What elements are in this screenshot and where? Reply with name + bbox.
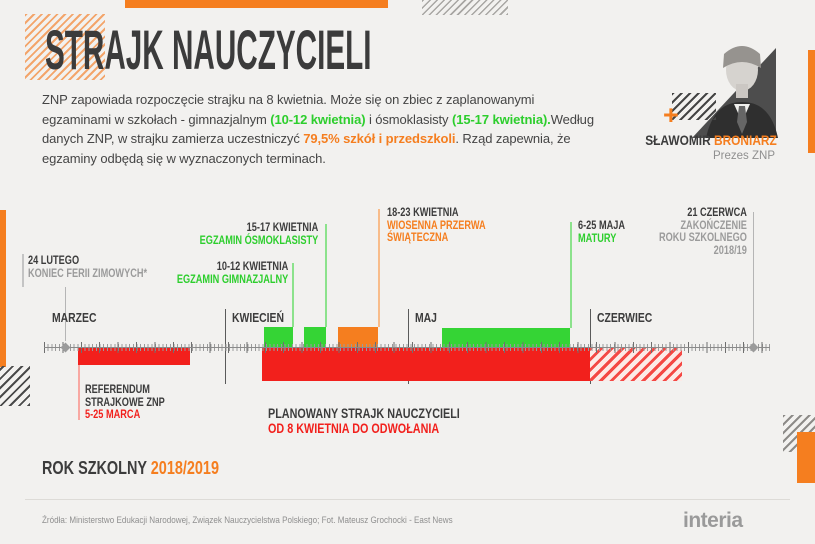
event-description-line1: ZAKOŃCZENIE [680,219,747,232]
event-date: 21 CZERWCA [687,207,747,219]
strike-label: PLANOWANY STRAJK NAUCZYCIELI OD 8 KWIETN… [268,406,460,436]
strike-line1: PLANOWANY STRAJK NAUCZYCIELI [268,406,460,421]
intro-text-4: . Rząd zapewnia, że egzaminy odbędą się … [42,131,571,166]
intro-text-1: ZNP zapowiada rozpoczęcie strajku na 8 k… [42,92,535,127]
title-hatch-decoration [25,14,105,80]
person-last-name: BRONIARZ [714,132,777,148]
event-matura: 6-25 MAJA MATURY [578,220,625,245]
winter-break-leader-line [65,287,66,341]
photo-hatch-decoration [672,93,716,120]
school-year-label: ROK SZKOLNY [42,457,151,478]
event-description: EGZAMIN ÓSMOKLASISTY [199,234,318,247]
event-description: EGZAMIN GIMNAZJALNY [176,273,288,286]
event-date: 10-12 KWIETNIA [216,261,288,273]
left-orange-bar [0,210,6,367]
event-date: 15-17 KWIETNIA [246,222,318,234]
footer-divider [25,499,790,500]
matura-leader-line [570,222,572,328]
strike-percentage-highlight: 79,5% szkół i przedszkoli [303,131,456,146]
intro-paragraph: ZNP zapowiada rozpoczęcie strajku na 8 k… [42,90,598,168]
event-description: KONIEC FERII ZIMOWYCH* [28,267,148,280]
eighth-grade-leader-line [325,224,327,327]
left-hatch-decoration [0,366,30,406]
event-date: 18-23 KWIETNIA [387,207,459,219]
event-date: 6-25 MAJA [578,220,626,232]
sources-text: Źródła: Ministerstwo Edukacji Narodowej,… [42,515,453,526]
page-title: STRAJK NAUCZYCIELI [45,18,372,81]
person-name: SŁAWOMIR BRONIARZ [645,132,777,148]
portrait-photo [692,46,778,138]
event-winter-break-end: 24 LUTEGO KONIEC FERII ZIMOWYCH* [28,255,147,280]
event-description-line2: ROKU SZKOLNEGO [659,232,747,244]
referendum-leader-line [78,365,80,420]
winter-break-label-rule [22,254,24,287]
event-date: 24 LUTEGO [28,255,80,267]
month-label-may: MAJ [415,310,437,325]
school-year-value: 2018/2019 [150,457,219,478]
school-year-title: ROK SZKOLNY 2018/2019 [42,457,219,479]
referendum-line1: REFERENDUM [85,384,150,396]
timeline-axis [44,347,770,348]
strike-line2: OD 8 KWIETNIA DO ODWOŁANIA [268,421,440,436]
top-orange-bar [125,0,388,8]
spring-break-leader-line [378,209,380,327]
top-hatch-decoration [422,0,508,15]
month-label-march: MARZEC [52,310,97,325]
gym-exam-dates-highlight: (10-12 kwietnia) [270,111,366,127]
referendum-label: REFERENDUM STRAJKOWE ZNP 5-25 MARCA [85,384,165,422]
event-description-line3: 2018/19 [713,244,747,257]
referendum-line2: STRAJKOWE ZNP [85,396,165,409]
event-spring-break: 18-23 KWIETNIA WIOSENNA PRZERWA ŚWIĄTECZ… [387,207,486,245]
event-description-line1: WIOSENNA PRZERWA [387,219,486,232]
interia-logo: interia [683,509,743,532]
month-label-june: CZERWIEC [597,310,653,325]
event-gym-exam: 10-12 KWIETNIA EGZAMIN GIMNAZJALNY [177,261,288,286]
intro-text-3: Według danych ZNP, w strajku zamierza uc… [42,111,594,147]
right-orange-bar [808,50,815,153]
event-description: MATURY [578,232,617,245]
eighth-grade-dates-highlight: (15-17 kwietnia). [451,111,551,127]
referendum-date: 5-25 MARCA [85,409,141,421]
person-role: Prezes ZNP [713,150,775,162]
month-label-april: KWIECIEŃ [232,310,284,325]
plus-icon: + [663,100,679,130]
event-description-line2: ŚWIĄTECZNA [387,232,449,244]
bottom-right-orange-square [797,432,815,483]
intro-text-2: i ósmoklasisty [365,111,452,127]
school-year-end-leader-line [753,212,754,343]
person-first-name: SŁAWOMIR [645,132,715,148]
event-eighth-grade-exam: 15-17 KWIETNIA EGZAMIN ÓSMOKLASISTY [199,222,318,247]
gym-exam-leader-line [292,263,294,327]
event-school-year-end: 21 CZERWCA ZAKOŃCZENIE ROKU SZKOLNEGO 20… [659,207,747,257]
